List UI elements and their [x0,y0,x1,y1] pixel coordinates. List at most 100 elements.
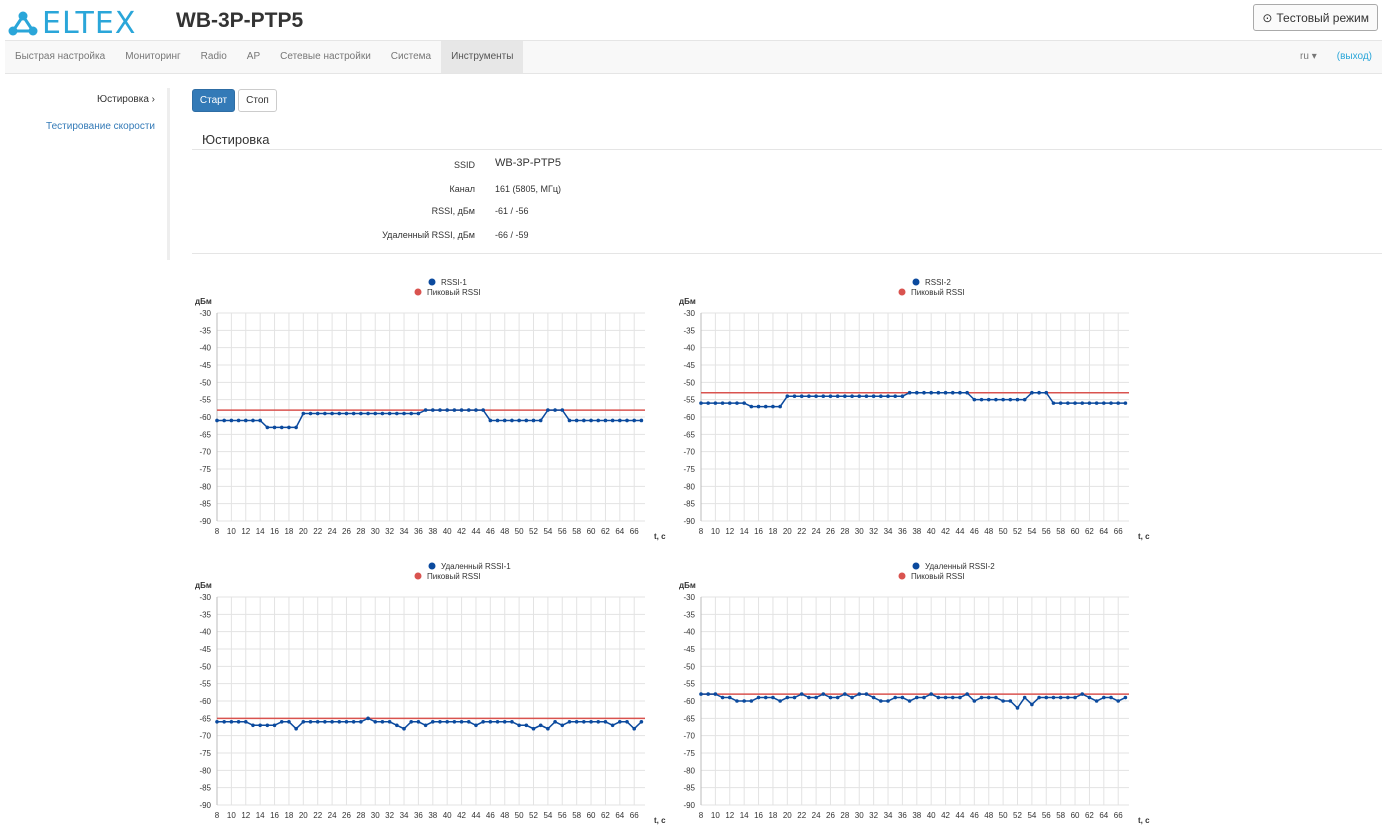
rssi-data-point [1022,397,1027,402]
chart-rssi-1: RSSI-1 Пиковый RSSI дБм -30 -35 -40 -45 -50 -55 -… [190,275,670,545]
label: SSID [453,160,475,170]
x-tick-label: 38 [912,527,921,536]
rssi-data-point [1080,692,1085,696]
value: 161 (5805, МГц) [495,184,562,194]
nav-radio[interactable]: Radio [200,51,227,62]
rssi-data-point [799,394,804,398]
rssi-data-point [301,720,306,724]
rssi-data-point [706,692,710,696]
rssi-data-point [843,692,847,696]
rssi-data-point [900,394,905,398]
rssi-data-point [771,695,775,700]
x-tick-label: 24 [812,811,821,820]
rssi-data-point [351,411,356,416]
y-tick-label: -55 [199,396,211,405]
x-tick-label: 36 [414,811,423,820]
x-tick-label: 26 [826,811,835,820]
x-tick-label: 32 [385,527,394,536]
rssi-data-point [979,695,984,700]
y-tick-label: -70 [199,732,211,741]
test-mode-button[interactable]: ⊙ Тестовый режим [1253,4,1378,31]
nav-quick-setup[interactable]: Быстрая настройка [15,51,106,62]
y-tick-label: -65 [683,714,695,723]
x-tick-label: 60 [587,527,596,536]
y-tick-label: -40 [683,628,695,637]
rssi-data-point [380,411,385,416]
rssi-data-point [1015,706,1020,710]
rssi-data-point [1123,401,1128,405]
legend-series-marker [428,562,436,570]
rssi-data-point [1030,702,1034,707]
nav-system[interactable]: Система [390,51,432,62]
nav-ap[interactable]: AP [246,51,261,62]
rssi-data-point [1008,699,1013,703]
language-dropdown[interactable]: ru ▾ [1290,41,1327,73]
y-tick-label: -80 [683,766,695,775]
rssi-data-point [792,394,797,398]
rssi-data-point [272,723,277,728]
x-tick-label: 20 [299,527,308,536]
x-tick-label: 50 [515,811,524,820]
x-tick-label: 26 [342,811,351,820]
x-tick-label: 38 [428,527,437,536]
rssi-data-point [351,720,356,724]
stop-button[interactable]: Стоп [238,89,277,112]
rssi-data-point [943,390,948,395]
rssi-data-point [994,397,998,402]
rssi-data-point [574,418,579,423]
x-tick-label: 18 [768,811,777,820]
rssi-data-point [1066,695,1070,700]
rssi-data-point [639,418,644,423]
rssi-data-point [366,716,370,721]
nav-tools[interactable]: Инструменты [441,41,524,73]
x-tick-label: 42 [457,811,466,820]
x-tick-label: 66 [1114,527,1123,536]
x-tick-label: 44 [956,527,965,536]
rssi-data-point [229,720,234,724]
rssi-data-point [409,720,414,724]
x-tick-label: 52 [1013,811,1022,820]
nav-monitoring[interactable]: Мониторинг [125,51,181,62]
y-tick-label: -30 [199,593,211,602]
rssi-data-point [402,411,406,416]
x-tick-label: 26 [342,527,351,536]
nav-network[interactable]: Сетевые настройки [280,51,371,62]
x-tick-label: 30 [855,811,864,820]
x-tick-label: 56 [558,811,567,820]
sidebar-item-alignment[interactable]: Юстировка › [97,94,155,105]
rssi-data-point [756,695,761,700]
rssi-data-point [459,408,464,412]
rssi-data-point [936,695,941,700]
chart-rssi-2: RSSI-2 Пиковый RSSI дБм -30 -35 -40 -45 -50 -55 -… [674,275,1154,545]
logout-link[interactable]: (выход) [1336,51,1372,62]
rssi-data-point [1001,699,1005,703]
rssi-data-point [315,720,320,724]
rssi-data-point [950,695,955,700]
rssi-data-point [986,695,991,700]
rssi-data-point [459,720,464,724]
value: -61 / -56 [495,206,529,216]
rssi-data-point [1051,401,1056,405]
rssi-data-point [258,723,262,728]
y-tick-label: -75 [683,465,695,474]
start-button[interactable]: Старт [192,89,235,112]
rssi-data-point [258,418,262,423]
rssi-data-point [1094,699,1099,703]
y-tick-label: -65 [683,430,695,439]
x-tick-label: 14 [740,811,749,820]
x-tick-label: 54 [1027,811,1036,820]
rssi-data-point [1073,695,1077,700]
x-tick-label: 62 [1085,811,1094,820]
x-tick-label: 64 [1099,811,1108,820]
x-tick-label: 22 [797,527,806,536]
y-tick-label: -70 [683,448,695,457]
legend-series-marker [912,562,920,570]
sidebar-item-speed-test[interactable]: Тестирование скорости [46,121,155,132]
rssi-data-point [502,418,507,423]
x-tick-label: 56 [558,527,567,536]
x-tick-label: 28 [840,811,849,820]
legend-peak-label: Пиковый RSSI [911,288,965,297]
legend-peak-marker [414,288,422,296]
rssi-data-point [893,695,898,700]
